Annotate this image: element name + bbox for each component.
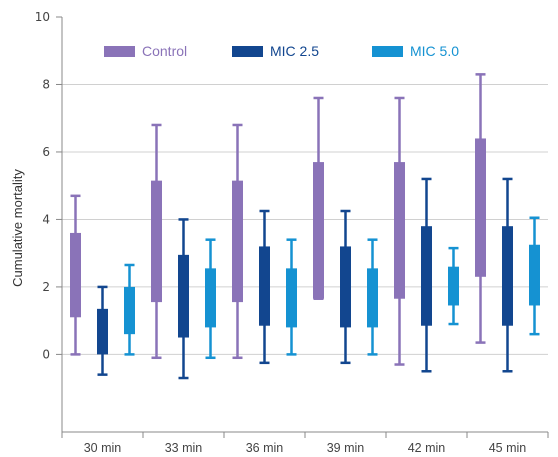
- x-tick-label: 30 min: [84, 441, 122, 455]
- box-control-4: [394, 96, 405, 366]
- box-mic-5-0-5: [529, 216, 540, 336]
- box: [448, 266, 459, 306]
- box: [340, 246, 351, 328]
- box: [178, 254, 189, 338]
- box-mic-5-0-0: [124, 263, 135, 356]
- gridlines: [62, 83, 548, 355]
- box: [394, 162, 405, 299]
- x-tick-label: 45 min: [489, 441, 527, 455]
- x-tick-label: 39 min: [327, 441, 365, 455]
- box-control-3: [313, 96, 324, 300]
- legend-label: MIC 5.0: [410, 43, 459, 59]
- box: [97, 308, 108, 355]
- box: [124, 286, 135, 335]
- box-mic-5-0-1: [205, 238, 216, 360]
- legend-label: MIC 2.5: [270, 43, 319, 59]
- box-mic-2-5-3: [340, 209, 351, 365]
- legend-swatch: [104, 46, 135, 57]
- legend-swatch: [372, 46, 403, 57]
- box: [286, 268, 297, 328]
- box: [313, 162, 324, 299]
- y-tick-label: 4: [42, 212, 50, 226]
- box: [475, 138, 486, 277]
- box-control-5: [475, 73, 486, 344]
- box-mic-2-5-1: [178, 218, 189, 380]
- y-tick-label: 0: [42, 347, 50, 361]
- box-control-0: [70, 194, 81, 356]
- axes: 0 2 4 6 8 10 30 min 33 min 36 min 39 min 42 min 45 …: [35, 10, 549, 455]
- x-tick-label: 42 min: [408, 441, 446, 455]
- y-axis-title: Cumulative mortality: [10, 169, 25, 287]
- box-mic-2-5-5: [502, 177, 513, 373]
- box-mic-2-5-4: [421, 177, 432, 373]
- y-tick-label: 10: [35, 10, 50, 24]
- box: [70, 232, 81, 318]
- box: [259, 246, 270, 326]
- x-tick-label: 36 min: [246, 441, 284, 455]
- box: [421, 226, 432, 326]
- box-mic-2-5-0: [97, 285, 108, 376]
- y-tick-label: 2: [42, 280, 50, 294]
- box-mic-5-0-3: [367, 238, 378, 356]
- box-control-2: [232, 123, 243, 360]
- box-mic-5-0-4: [448, 246, 459, 326]
- box-mic-2-5-2: [259, 209, 270, 365]
- y-tick-label: 8: [42, 77, 50, 91]
- box: [232, 180, 243, 303]
- box-mic-5-0-2: [286, 238, 297, 356]
- box: [151, 180, 162, 303]
- y-tick-label: 6: [42, 145, 50, 159]
- box: [205, 268, 216, 328]
- box-control-1: [151, 123, 162, 360]
- box-marks: [70, 73, 540, 380]
- legend-swatch: [232, 46, 263, 57]
- legend-label: Control: [142, 43, 187, 59]
- box: [529, 244, 540, 306]
- box: [367, 268, 378, 328]
- box: [502, 226, 513, 326]
- x-tick-label: 33 min: [165, 441, 203, 455]
- legend: Control MIC 2.5 MIC 5.0: [104, 43, 459, 59]
